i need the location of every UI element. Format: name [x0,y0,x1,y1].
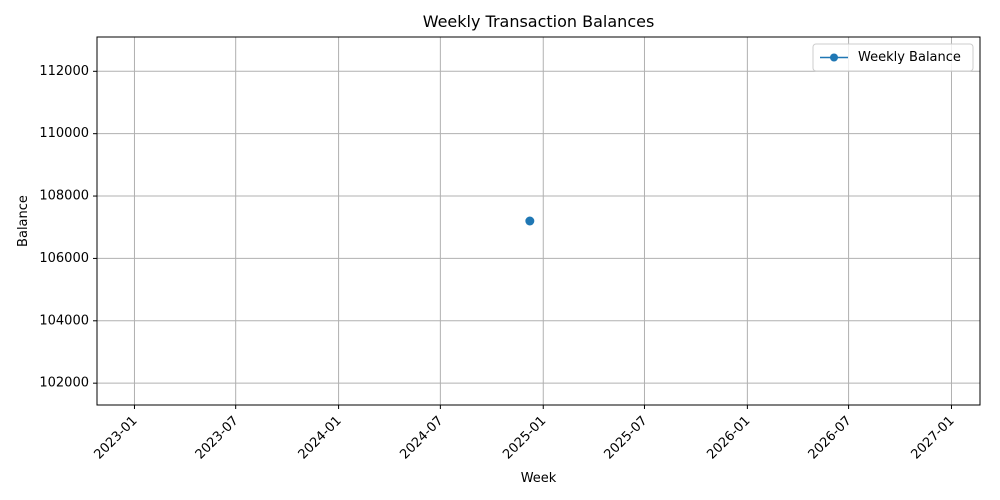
y-tick-label: 108000 [39,189,89,204]
y-tick-label: 106000 [39,251,89,266]
legend-marker-swatch [830,53,838,62]
x-axis-title: Week [521,471,557,486]
data-point [525,216,535,226]
chart-title: Weekly Transaction Balances [423,12,655,31]
legend-label: Weekly Balance [858,50,961,65]
y-tick-label: 110000 [39,126,89,141]
legend: Weekly Balance [812,43,974,72]
y-axis-title: Balance [16,195,31,247]
y-tick-label: 104000 [39,313,89,328]
y-axis-ticks: 102000 104000 106000 108000 110000 112000 [39,64,97,391]
y-tick-label: 112000 [39,64,89,79]
series-layer [525,216,535,226]
legend-box [812,43,974,72]
y-tick-label: 102000 [39,376,89,391]
grid-layer [97,37,980,405]
plot-frame [96,36,981,406]
